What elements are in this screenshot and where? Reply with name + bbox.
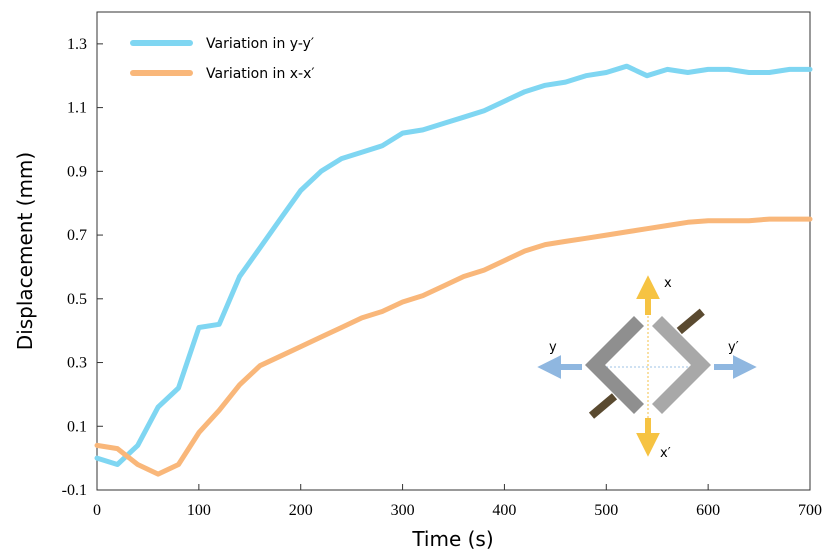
x-tick-label: 400 <box>492 502 516 519</box>
x-tick-label: 600 <box>696 502 720 519</box>
legend-label: Variation in y-y′ <box>206 36 314 52</box>
x-tick-label: 300 <box>391 502 415 519</box>
y-tick-label: 0.7 <box>67 227 87 244</box>
legend-label: Variation in x-x′ <box>206 66 315 82</box>
x-tick-label: 700 <box>798 502 822 519</box>
x-tick-label: 100 <box>187 502 211 519</box>
data-line <box>94 63 813 467</box>
y-tick-label: 1.1 <box>67 100 87 117</box>
annotation: x′ <box>660 446 671 461</box>
x-tick-label: 500 <box>594 502 618 519</box>
annotation: x <box>664 276 672 291</box>
x-tick-label: 200 <box>289 502 313 519</box>
plot-frame <box>96 11 811 491</box>
x-tick-label: 0 <box>93 502 101 519</box>
y-tick-label: 1.3 <box>67 36 87 53</box>
annotation: y′ <box>728 340 739 355</box>
x-axis-title: Time (s) <box>411 527 493 551</box>
y-tick-label: 0.1 <box>67 418 87 435</box>
inset-diagram <box>537 275 757 457</box>
y-tick-label: 0.3 <box>67 355 87 372</box>
y-axis-title: Displacement (mm) <box>13 152 37 350</box>
y-tick-label: -0.1 <box>62 482 87 499</box>
annotation: y <box>549 340 557 355</box>
y-tick-label: 0.9 <box>67 163 87 180</box>
data-line <box>94 216 813 477</box>
y-tick-label: 0.5 <box>67 291 87 308</box>
